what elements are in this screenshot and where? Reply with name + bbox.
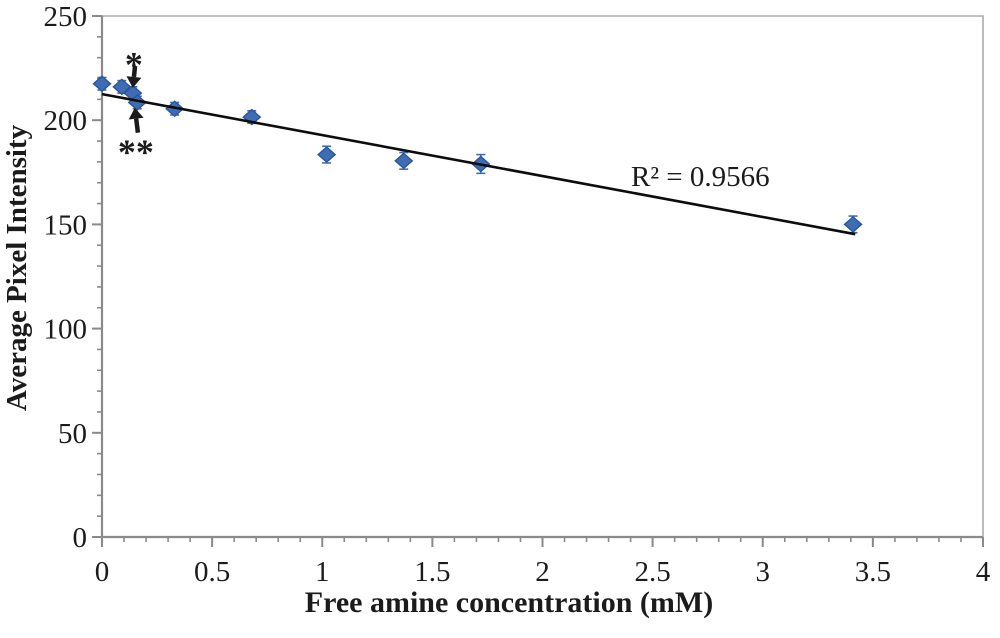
x-axis-title: Free amine concentration (mM) [305,586,713,619]
trendline [101,92,856,236]
r2-annotation: R² = 0.9566 [631,161,770,193]
annotation-arrow-shaft [131,65,138,78]
annotation-arrow-head [128,107,144,120]
x-tick-label: 3.5 [855,556,891,588]
x-tick-label: 3 [756,556,771,588]
x-tick-label: 2.5 [635,556,671,588]
y-tick-label: 150 [44,209,88,241]
x-tick-label: 4 [976,556,991,588]
annotation-arrow-head [126,76,142,88]
y-tick-label: 100 [44,314,88,346]
x-tick-label: 0.5 [194,556,230,588]
x-tick-label: 1.5 [414,556,450,588]
annotation-arrow-shaft [133,118,141,133]
axis-ticks: 0 0.5 1 1.5 2 2.5 3 3.5 4 0 50 100 150 200 250 [44,1,991,588]
data-point-diamond [92,75,112,93]
x-tick-label: 1 [315,556,330,588]
data-point-diamond [112,78,132,96]
y-axis-title: Average Pixel Intensity [1,124,33,411]
annotation-asterisk: ** [118,132,154,172]
y-tick-label: 250 [44,1,88,33]
x-tick-label: 2 [535,556,550,588]
y-tick-label: 50 [58,418,87,450]
data-point-diamond [317,146,337,164]
data-point-diamond [843,215,863,233]
data-point-diamond [394,152,414,170]
plot-frame [100,15,984,539]
frame-border [102,15,984,537]
annotation-asterisk: * [125,44,143,84]
x-tick-label: 0 [95,556,110,588]
y-tick-label: 0 [73,522,88,554]
trendline-layer [101,92,856,236]
annotations: *** [118,44,154,172]
y-tick-label: 200 [44,105,88,137]
error-bars [97,76,858,234]
